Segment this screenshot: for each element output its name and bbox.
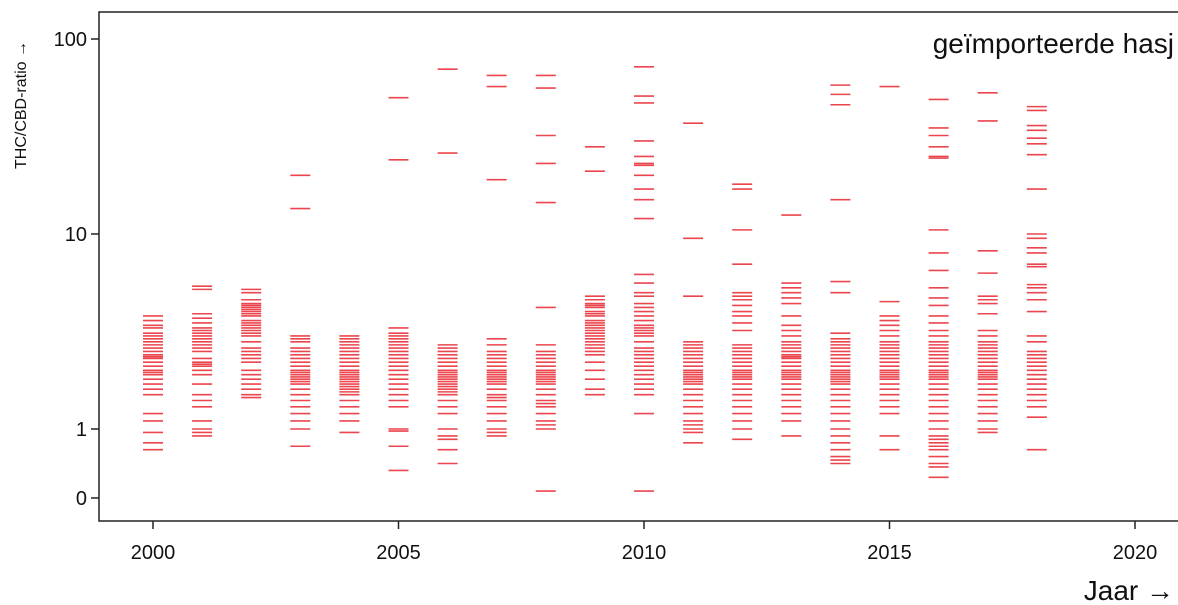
x-tick-label-2015: 2015 [867,542,912,564]
x-tick-label-2005: 2005 [376,542,421,564]
x-tick-label-2000: 2000 [131,542,176,564]
y-tick-label-2: 10 [65,224,87,246]
x-tick-label-2010: 2010 [622,542,667,564]
y-axis: 0 1 10 100 [54,29,99,510]
annotation-label: geïmporteerde hasj [933,28,1174,59]
x-tick-label-2020: 2020 [1113,542,1158,564]
y-axis-label: THC/CBD-ratio → [13,41,30,169]
x-axis-label: Jaar → [1084,575,1174,605]
y-tick-label-1: 1 [76,419,87,441]
data-marks [143,66,1047,492]
x-axis: 2000 2005 2010 2015 2020 [131,521,1158,564]
y-tick-label-0: 0 [76,488,87,510]
y-tick-label-3: 100 [54,29,87,51]
plot-frame [98,11,1178,522]
